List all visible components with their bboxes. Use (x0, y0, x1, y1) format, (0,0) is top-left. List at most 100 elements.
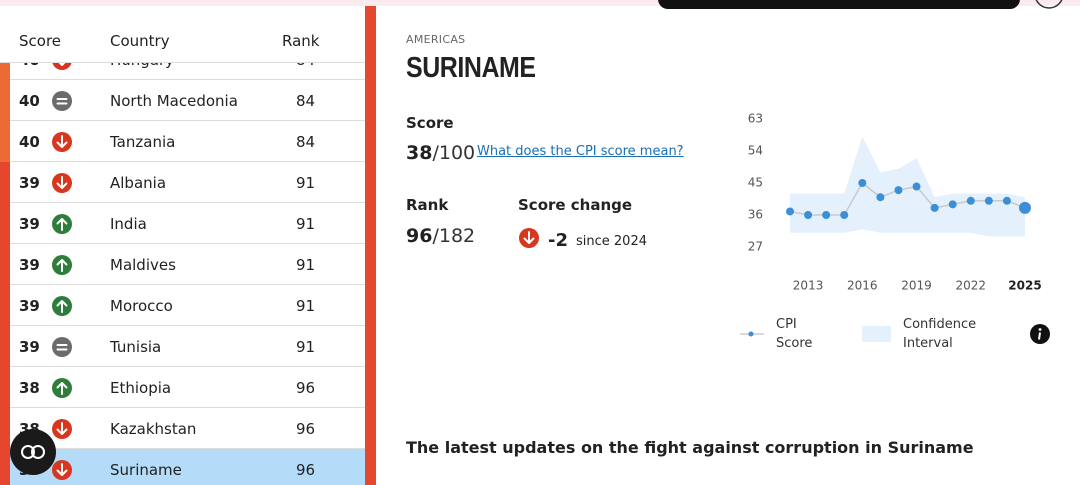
row-trend (51, 213, 73, 239)
cpi-point (1019, 201, 1031, 214)
row-country: Suriname (110, 461, 182, 479)
icon-arrow (56, 463, 68, 476)
cpi-point (912, 182, 921, 191)
row-rank: 91 (296, 256, 316, 274)
row-border (10, 366, 365, 367)
y-tick-label: 27 (748, 240, 763, 254)
cpi-point (876, 193, 885, 202)
row-border (10, 325, 365, 326)
ranking-rows: 40 Hungary 84 40 North Macedonia 84 40 Tanzania… (0, 62, 365, 485)
cpi-point (930, 203, 939, 212)
row-border (10, 202, 365, 203)
updates-heading: The latest updates on the fight against … (406, 438, 974, 457)
row-country: Hungary (110, 62, 174, 69)
score-strip (0, 162, 10, 203)
score-strip (0, 449, 10, 485)
row-border (10, 79, 365, 80)
cpi-info-link[interactable]: What does the CPI score mean? (477, 144, 684, 159)
row-rank: 84 (296, 62, 315, 69)
row-trend (51, 254, 73, 280)
trend-icon (52, 419, 72, 439)
row-rank: 91 (296, 174, 316, 192)
trend-icon (52, 296, 72, 316)
score: 38 (406, 142, 433, 164)
region: AMERICAS (406, 33, 466, 46)
row-country: Morocco (110, 297, 173, 315)
row-score: 39 (19, 174, 40, 192)
rank-label: Rank (406, 196, 449, 214)
y-tick-label: 54 (748, 144, 763, 158)
icon-arrow (523, 231, 535, 244)
row-rank: 96 (296, 379, 316, 397)
icon-arrow (56, 135, 68, 148)
table-row[interactable]: 39 Maldives 91 (0, 244, 365, 285)
trend-icon (52, 91, 72, 111)
score-value: 38/100 (406, 142, 475, 164)
row-rank: 91 (296, 215, 316, 233)
legend-ci: Confidence Interval (903, 317, 977, 351)
y-tick-label: 36 (748, 208, 763, 222)
icon-equals (56, 98, 68, 105)
rank-total: /182 (432, 225, 476, 247)
row-score: 40 (19, 92, 40, 110)
table-row[interactable]: 39 Albania 91 (0, 162, 365, 203)
score-label: Score (406, 114, 454, 132)
info-dot (1038, 328, 1042, 331)
row-score: 38 (19, 379, 40, 397)
table-row[interactable]: 39 Tunisia 91 (0, 326, 365, 367)
row-trend (51, 459, 73, 485)
trend-icon (52, 214, 72, 234)
row-border (10, 243, 365, 244)
table-row[interactable]: 39 India 91 (0, 203, 365, 244)
trend-icon (519, 228, 539, 248)
row-rank: 84 (296, 92, 316, 110)
icon-arrow (56, 300, 68, 313)
search-bar[interactable] (658, 0, 1020, 9)
row-rank: 91 (296, 338, 316, 356)
x-tick-label: 2022 (955, 279, 986, 293)
row-trend (51, 90, 73, 116)
row-border (10, 284, 365, 285)
cpi-point (786, 207, 794, 216)
rank-value: 96/182 (406, 225, 475, 247)
change-icon (518, 227, 540, 253)
top-border (0, 0, 1080, 6)
score-strip (0, 326, 10, 367)
row-trend (51, 418, 73, 444)
row-trend (51, 172, 73, 198)
legend-dot (748, 331, 754, 337)
icon-equals (56, 344, 68, 351)
top-icon[interactable] (1035, 0, 1063, 9)
x-tick-label: 2016 (847, 279, 878, 293)
table-row[interactable]: 40 Hungary 84 (0, 62, 365, 80)
table-row[interactable]: 40 North Macedonia 84 (0, 80, 365, 121)
ranking-panel (0, 6, 365, 485)
row-country: Ethiopia (110, 379, 172, 397)
row-trend (51, 336, 73, 362)
x-tick-label: 2013 (793, 279, 824, 293)
row-border (10, 161, 365, 162)
row-country: Tanzania (110, 133, 176, 151)
table-row[interactable]: 39 Morocco 91 (0, 285, 365, 326)
table-row[interactable]: 38 Ethiopia 96 (0, 367, 365, 408)
score-strip (0, 408, 10, 449)
trend-icon (52, 337, 72, 357)
header-country[interactable]: Country (110, 32, 170, 50)
row-rank: 96 (296, 461, 316, 479)
row-country: Albania (110, 174, 167, 192)
score-strip (0, 62, 10, 80)
score-strip (0, 121, 10, 162)
trend-icon (52, 378, 72, 398)
row-rank: 91 (296, 297, 316, 315)
legend-cpi: CPI Score (776, 317, 813, 351)
confidence-band (790, 136, 1025, 237)
table-row[interactable]: 40 Tanzania 84 (0, 121, 365, 162)
chat-button[interactable] (10, 429, 56, 475)
cpi-point (894, 186, 903, 195)
trend-icon (52, 173, 72, 193)
header-rank[interactable]: Rank (282, 32, 320, 50)
score-strip (0, 244, 10, 285)
header-score[interactable]: Score (19, 32, 62, 50)
cpi-point (804, 211, 813, 219)
